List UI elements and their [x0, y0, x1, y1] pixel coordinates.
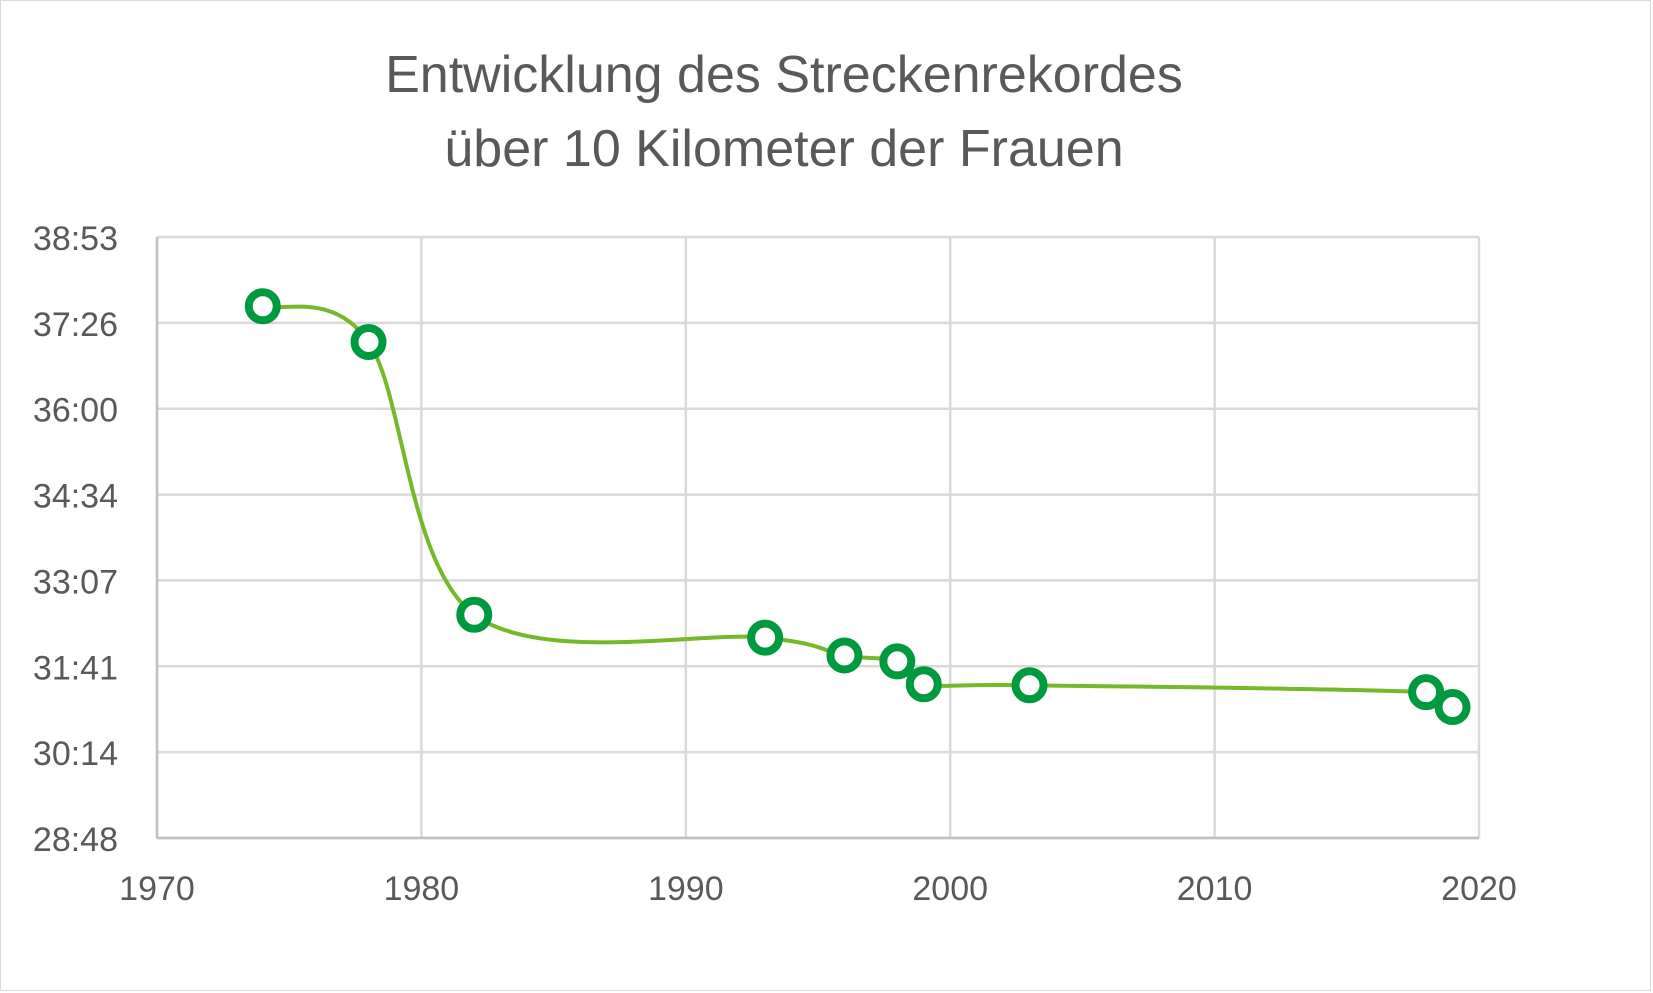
- data-point: [1011, 667, 1048, 704]
- chart-title-line-2: über 10 Kilometer der Frauen: [444, 120, 1123, 178]
- data-point: [879, 643, 916, 680]
- y-tick-label: 36:00: [33, 392, 118, 430]
- data-point: [456, 596, 493, 633]
- series-line: [262, 304, 1467, 710]
- x-tick-label: 1970: [119, 870, 195, 908]
- x-tick-label: 1980: [384, 870, 460, 908]
- data-point: [1408, 674, 1445, 711]
- data-point: [244, 288, 281, 325]
- data-point: [826, 637, 863, 674]
- data-point: [905, 666, 942, 703]
- y-tick-label: 38:53: [33, 220, 118, 258]
- y-tick-label: 34:34: [33, 478, 118, 516]
- y-tick-label: 30:14: [33, 735, 118, 773]
- y-tick-label: 31:41: [33, 649, 118, 687]
- data-point: [1434, 689, 1471, 726]
- x-tick-label: 2020: [1441, 870, 1517, 908]
- y-tick-label: 28:48: [33, 821, 118, 859]
- y-tick-label: 37:26: [33, 306, 118, 344]
- y-tick-label: 33:07: [33, 563, 118, 601]
- data-point: [350, 323, 387, 360]
- x-tick-label: 2010: [1177, 870, 1253, 908]
- chart-title-line-1: Entwicklung des Streckenrekordes: [385, 46, 1183, 104]
- x-tick-label: 2000: [912, 870, 988, 908]
- data-point: [747, 619, 784, 656]
- x-tick-label: 1990: [648, 870, 724, 908]
